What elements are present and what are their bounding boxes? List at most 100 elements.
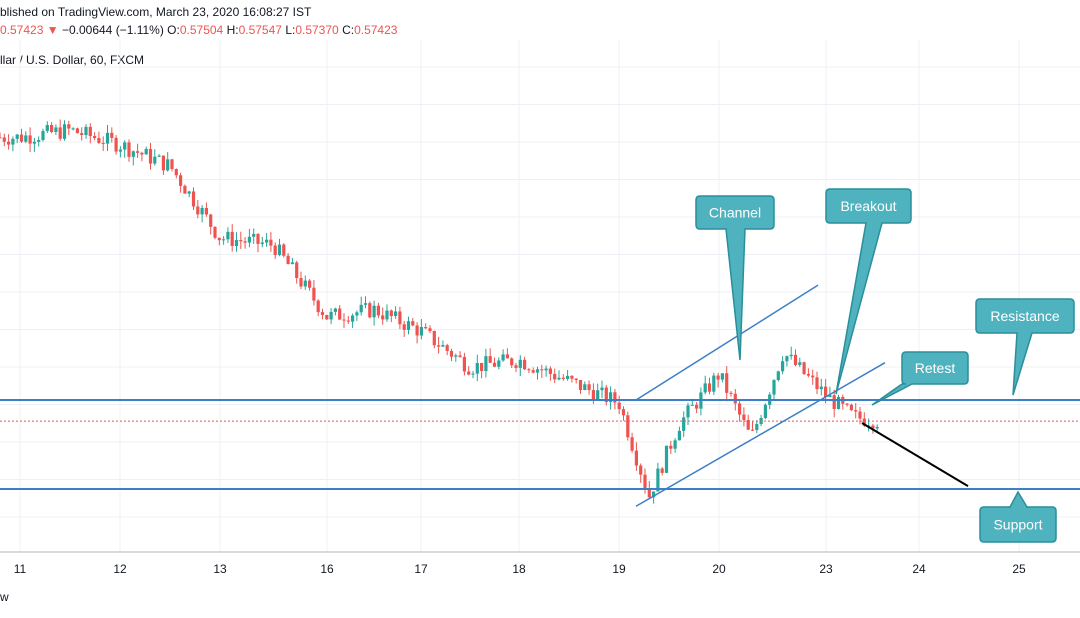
candle-down — [325, 315, 329, 320]
candle-down — [548, 368, 552, 374]
candle-down — [58, 127, 62, 139]
candle-down — [136, 151, 140, 153]
candle-up — [836, 397, 841, 409]
callout-channel — [695, 195, 775, 361]
callout-retest — [871, 351, 969, 406]
candle-down — [28, 135, 32, 144]
candle-up — [394, 311, 398, 317]
candle-up — [372, 305, 376, 318]
x-tick-label: 13 — [213, 562, 227, 576]
candle-up — [265, 239, 269, 243]
candle-down — [127, 142, 131, 157]
candle-up — [875, 427, 879, 429]
candle-down — [299, 278, 303, 287]
candle-up — [290, 262, 294, 265]
symbol-title: llar / U.S. Dollar, 60, FXCM — [0, 50, 144, 70]
candle-up — [690, 404, 694, 406]
candle-up — [609, 392, 613, 403]
x-tick-label: 23 — [819, 562, 833, 576]
candle-down — [97, 138, 101, 143]
low-label: L: — [285, 23, 296, 37]
candle-down — [273, 245, 277, 255]
candle-up — [260, 242, 264, 244]
candle-down — [802, 362, 806, 374]
candle-down — [578, 380, 583, 391]
candle-down — [67, 124, 71, 129]
candle-down — [862, 418, 866, 426]
candle-down — [445, 345, 449, 351]
candle-up — [535, 369, 540, 373]
candle-up — [226, 231, 230, 240]
callout-breakout-label: Breakout — [840, 198, 896, 214]
candle-up — [406, 321, 411, 330]
channel-lower-line — [635, 362, 886, 507]
candle-up — [497, 360, 501, 367]
candle-up — [703, 383, 707, 393]
candle-up — [686, 405, 690, 418]
candle-up — [652, 491, 656, 498]
high-value: 0.57547 — [238, 23, 282, 37]
candle-down — [308, 280, 312, 288]
candle-down — [643, 474, 647, 489]
footer-brand-text: w — [0, 590, 9, 604]
candle-up — [720, 373, 724, 380]
candle-up — [600, 387, 604, 391]
candle-up — [776, 371, 780, 381]
candle-down — [467, 371, 471, 375]
candle-down — [854, 410, 858, 412]
open-label: O: — [167, 23, 180, 37]
candle-down — [531, 370, 535, 373]
candle-down — [7, 141, 11, 145]
candle-down — [75, 128, 79, 134]
candle-down — [204, 207, 208, 215]
x-tick-label: 17 — [414, 562, 428, 576]
callout-support-label: Support — [993, 517, 1042, 533]
callout-support — [979, 506, 1057, 543]
candle-down — [196, 206, 200, 215]
candle-up — [557, 377, 561, 380]
candle-up — [41, 131, 45, 140]
candle-down — [449, 350, 454, 357]
candle-up — [518, 359, 522, 368]
candle-down — [295, 262, 299, 279]
candle-down — [338, 308, 342, 320]
candle-up — [419, 327, 423, 336]
footer-brand: w — [0, 590, 9, 604]
candle-down — [243, 241, 247, 243]
candle-down — [282, 244, 286, 256]
candle-down — [191, 191, 196, 207]
candle-up — [62, 124, 67, 139]
candle-down — [488, 356, 492, 363]
candle-up — [157, 155, 161, 157]
candle-up — [566, 375, 570, 379]
candle-down — [527, 369, 531, 371]
candle-up — [501, 354, 505, 361]
candle-up — [105, 132, 110, 144]
price-change: −0.00644 (−1.11%) — [61, 23, 164, 37]
candle-down — [389, 310, 393, 317]
candle-down — [729, 392, 733, 394]
candle-up — [187, 191, 191, 194]
candle-down — [750, 429, 755, 431]
candle-down — [437, 345, 441, 347]
candle-down — [574, 378, 578, 381]
candle-down — [695, 404, 699, 409]
candle-up — [677, 430, 681, 441]
candle-down — [832, 395, 836, 409]
candle-down — [725, 373, 729, 393]
candle-up — [166, 159, 170, 171]
candle-down — [523, 359, 527, 370]
candle-up — [359, 304, 363, 313]
candle-down — [617, 402, 621, 410]
candle-up — [303, 280, 307, 287]
candle-down — [140, 152, 144, 155]
candle-up — [329, 311, 333, 320]
candle-down — [871, 425, 875, 429]
candle-down — [505, 354, 509, 359]
candle-down — [161, 155, 165, 171]
candle-up — [118, 149, 122, 152]
candle-down — [492, 362, 497, 367]
candle-down — [209, 214, 213, 227]
candle-up — [763, 404, 767, 418]
